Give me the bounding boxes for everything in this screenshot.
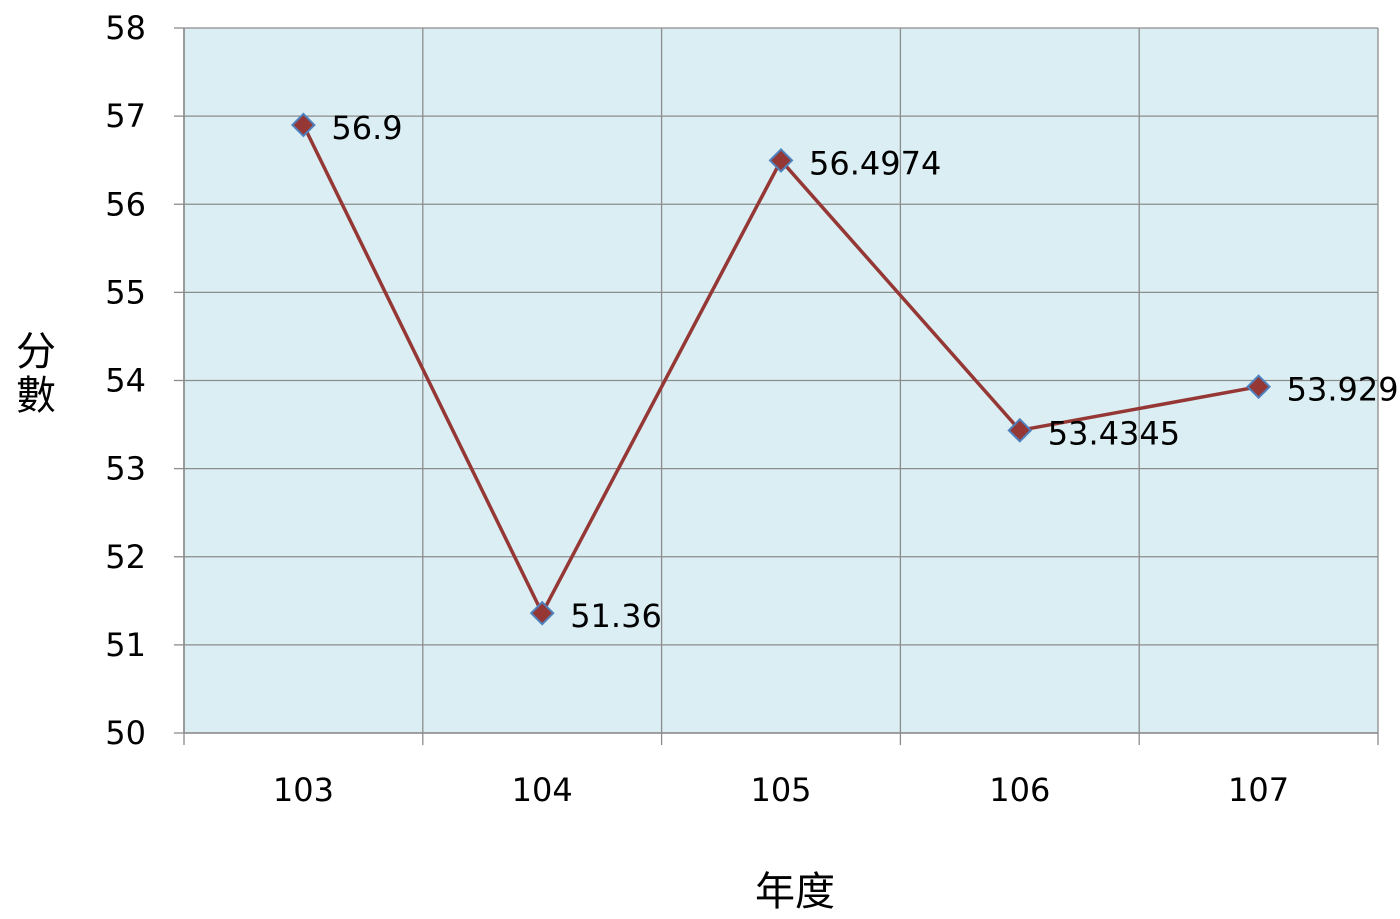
data-point-marker <box>768 148 794 173</box>
axes <box>174 27 1378 734</box>
data-label: 56.4974 <box>809 144 941 182</box>
y-tick-label: 58 <box>105 9 146 47</box>
x-axis-title: 年度 <box>755 869 835 915</box>
series <box>290 112 1272 626</box>
y-tick-label: 56 <box>105 185 146 223</box>
y-tick-label: 51 <box>105 626 146 664</box>
data-point-marker <box>290 112 316 138</box>
data-label: 51.36 <box>570 597 662 635</box>
x-tick-label: 107 <box>1228 771 1289 809</box>
x-tick-label: 103 <box>273 771 334 809</box>
x-tick-label: 106 <box>989 771 1050 809</box>
y-tick-label: 52 <box>105 538 146 576</box>
x-tick-label: 104 <box>512 771 573 809</box>
y-tick-label: 55 <box>105 273 146 311</box>
y-axis-title: 分數 <box>16 329 56 419</box>
data-label: 53.9295 <box>1287 371 1400 409</box>
x-tick-labels: 103 104 105 106 107 <box>273 771 1289 809</box>
data-label: 56.9 <box>331 109 402 147</box>
data-point-marker <box>1007 417 1033 443</box>
data-label: 53.4345 <box>1048 414 1180 452</box>
y-tick-label: 50 <box>105 714 146 752</box>
data-point-marker <box>1246 374 1272 400</box>
y-tick-label: 57 <box>105 97 146 135</box>
data-labels: 56.9 51.36 56.4974 53.4345 53.9295 <box>331 109 1400 635</box>
y-tick-label: 53 <box>105 450 146 488</box>
data-point-marker <box>529 600 555 626</box>
y-tick-labels: 50 51 52 53 54 55 56 57 58 <box>105 9 146 752</box>
x-tick-label: 105 <box>750 771 811 809</box>
y-tick-label: 54 <box>105 362 146 400</box>
